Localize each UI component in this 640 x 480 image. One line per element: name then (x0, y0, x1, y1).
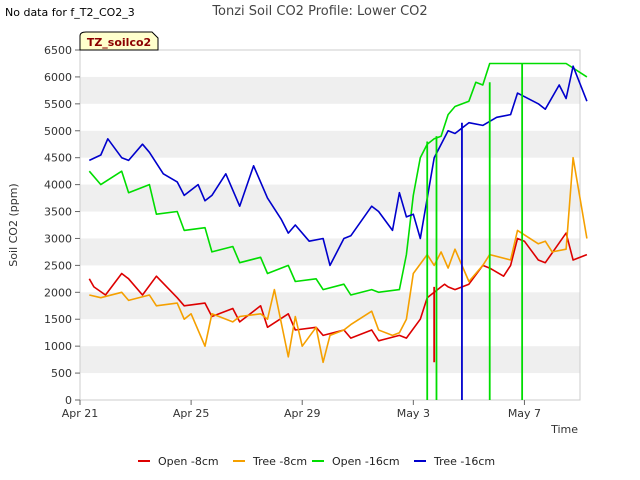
plot-frame (79, 49, 581, 401)
chart-title: Tonzi Soil CO2 Profile: Lower CO2 (211, 4, 427, 19)
no-data-note: No data for f_T2_CO2_3 (5, 6, 135, 19)
y-tick-label: 500 (51, 367, 72, 380)
y-tick-label: 6000 (44, 71, 72, 84)
y-tick-label: 0 (65, 394, 72, 407)
y-tick-label: 1000 (44, 340, 72, 353)
site-badge: TZ_soilco2 (79, 31, 159, 51)
y-tick-label: 4500 (44, 152, 72, 165)
legend-label: Tree -16cm (433, 455, 495, 468)
series-line-open-8cm (88, 232, 588, 342)
y-axis: 0 500 1000 1500 2000 2500 3000 3500 4000 4500 5000… (44, 44, 80, 407)
legend: Open -8cm Tree -8cm Open -16cm Tree -16cm (138, 455, 495, 468)
y-tick-label: 2000 (44, 286, 72, 299)
x-tick-label: May 3 (397, 407, 430, 420)
y-tick-label: 3000 (44, 232, 72, 245)
legend-label: Open -16cm (332, 455, 400, 468)
y-tick-label: 1500 (44, 313, 72, 326)
series-layer (88, 62, 588, 400)
y-tick-label: 5500 (44, 98, 72, 111)
badge-label: TZ_soilco2 (87, 36, 151, 49)
x-tick-label: Apr 29 (284, 407, 321, 420)
y-tick-label: 3500 (44, 206, 72, 219)
series-line-tree-8cm (89, 156, 588, 364)
plot-area (80, 50, 580, 400)
badge-shape (79, 31, 159, 51)
x-axis-label: Time (550, 423, 578, 436)
legend-label: Open -8cm (158, 455, 219, 468)
y-tick-label: 4000 (44, 179, 72, 192)
y-tick-label: 6500 (44, 44, 72, 57)
x-tick-label: Apr 25 (173, 407, 210, 420)
grid-band (80, 292, 580, 320)
series-line-tree-16cm (88, 65, 588, 267)
y-tick-label: 2500 (44, 259, 72, 272)
y-tick-label: 5000 (44, 125, 72, 138)
series-line-open-16cm (88, 62, 588, 296)
x-axis: Apr 21 Apr 25 Apr 29 May 3 May 7 (62, 400, 541, 420)
grid-band (80, 346, 580, 374)
grid-band (80, 130, 580, 158)
grid-band (80, 238, 580, 266)
x-tick-label: Apr 21 (62, 407, 99, 420)
grid-band (80, 76, 580, 104)
y-axis-label: Soil CO2 (ppm) (7, 183, 20, 266)
grid-band (80, 184, 580, 212)
x-tick-label: May 7 (508, 407, 541, 420)
legend-label: Tree -8cm (252, 455, 307, 468)
grid-bands (79, 49, 581, 401)
